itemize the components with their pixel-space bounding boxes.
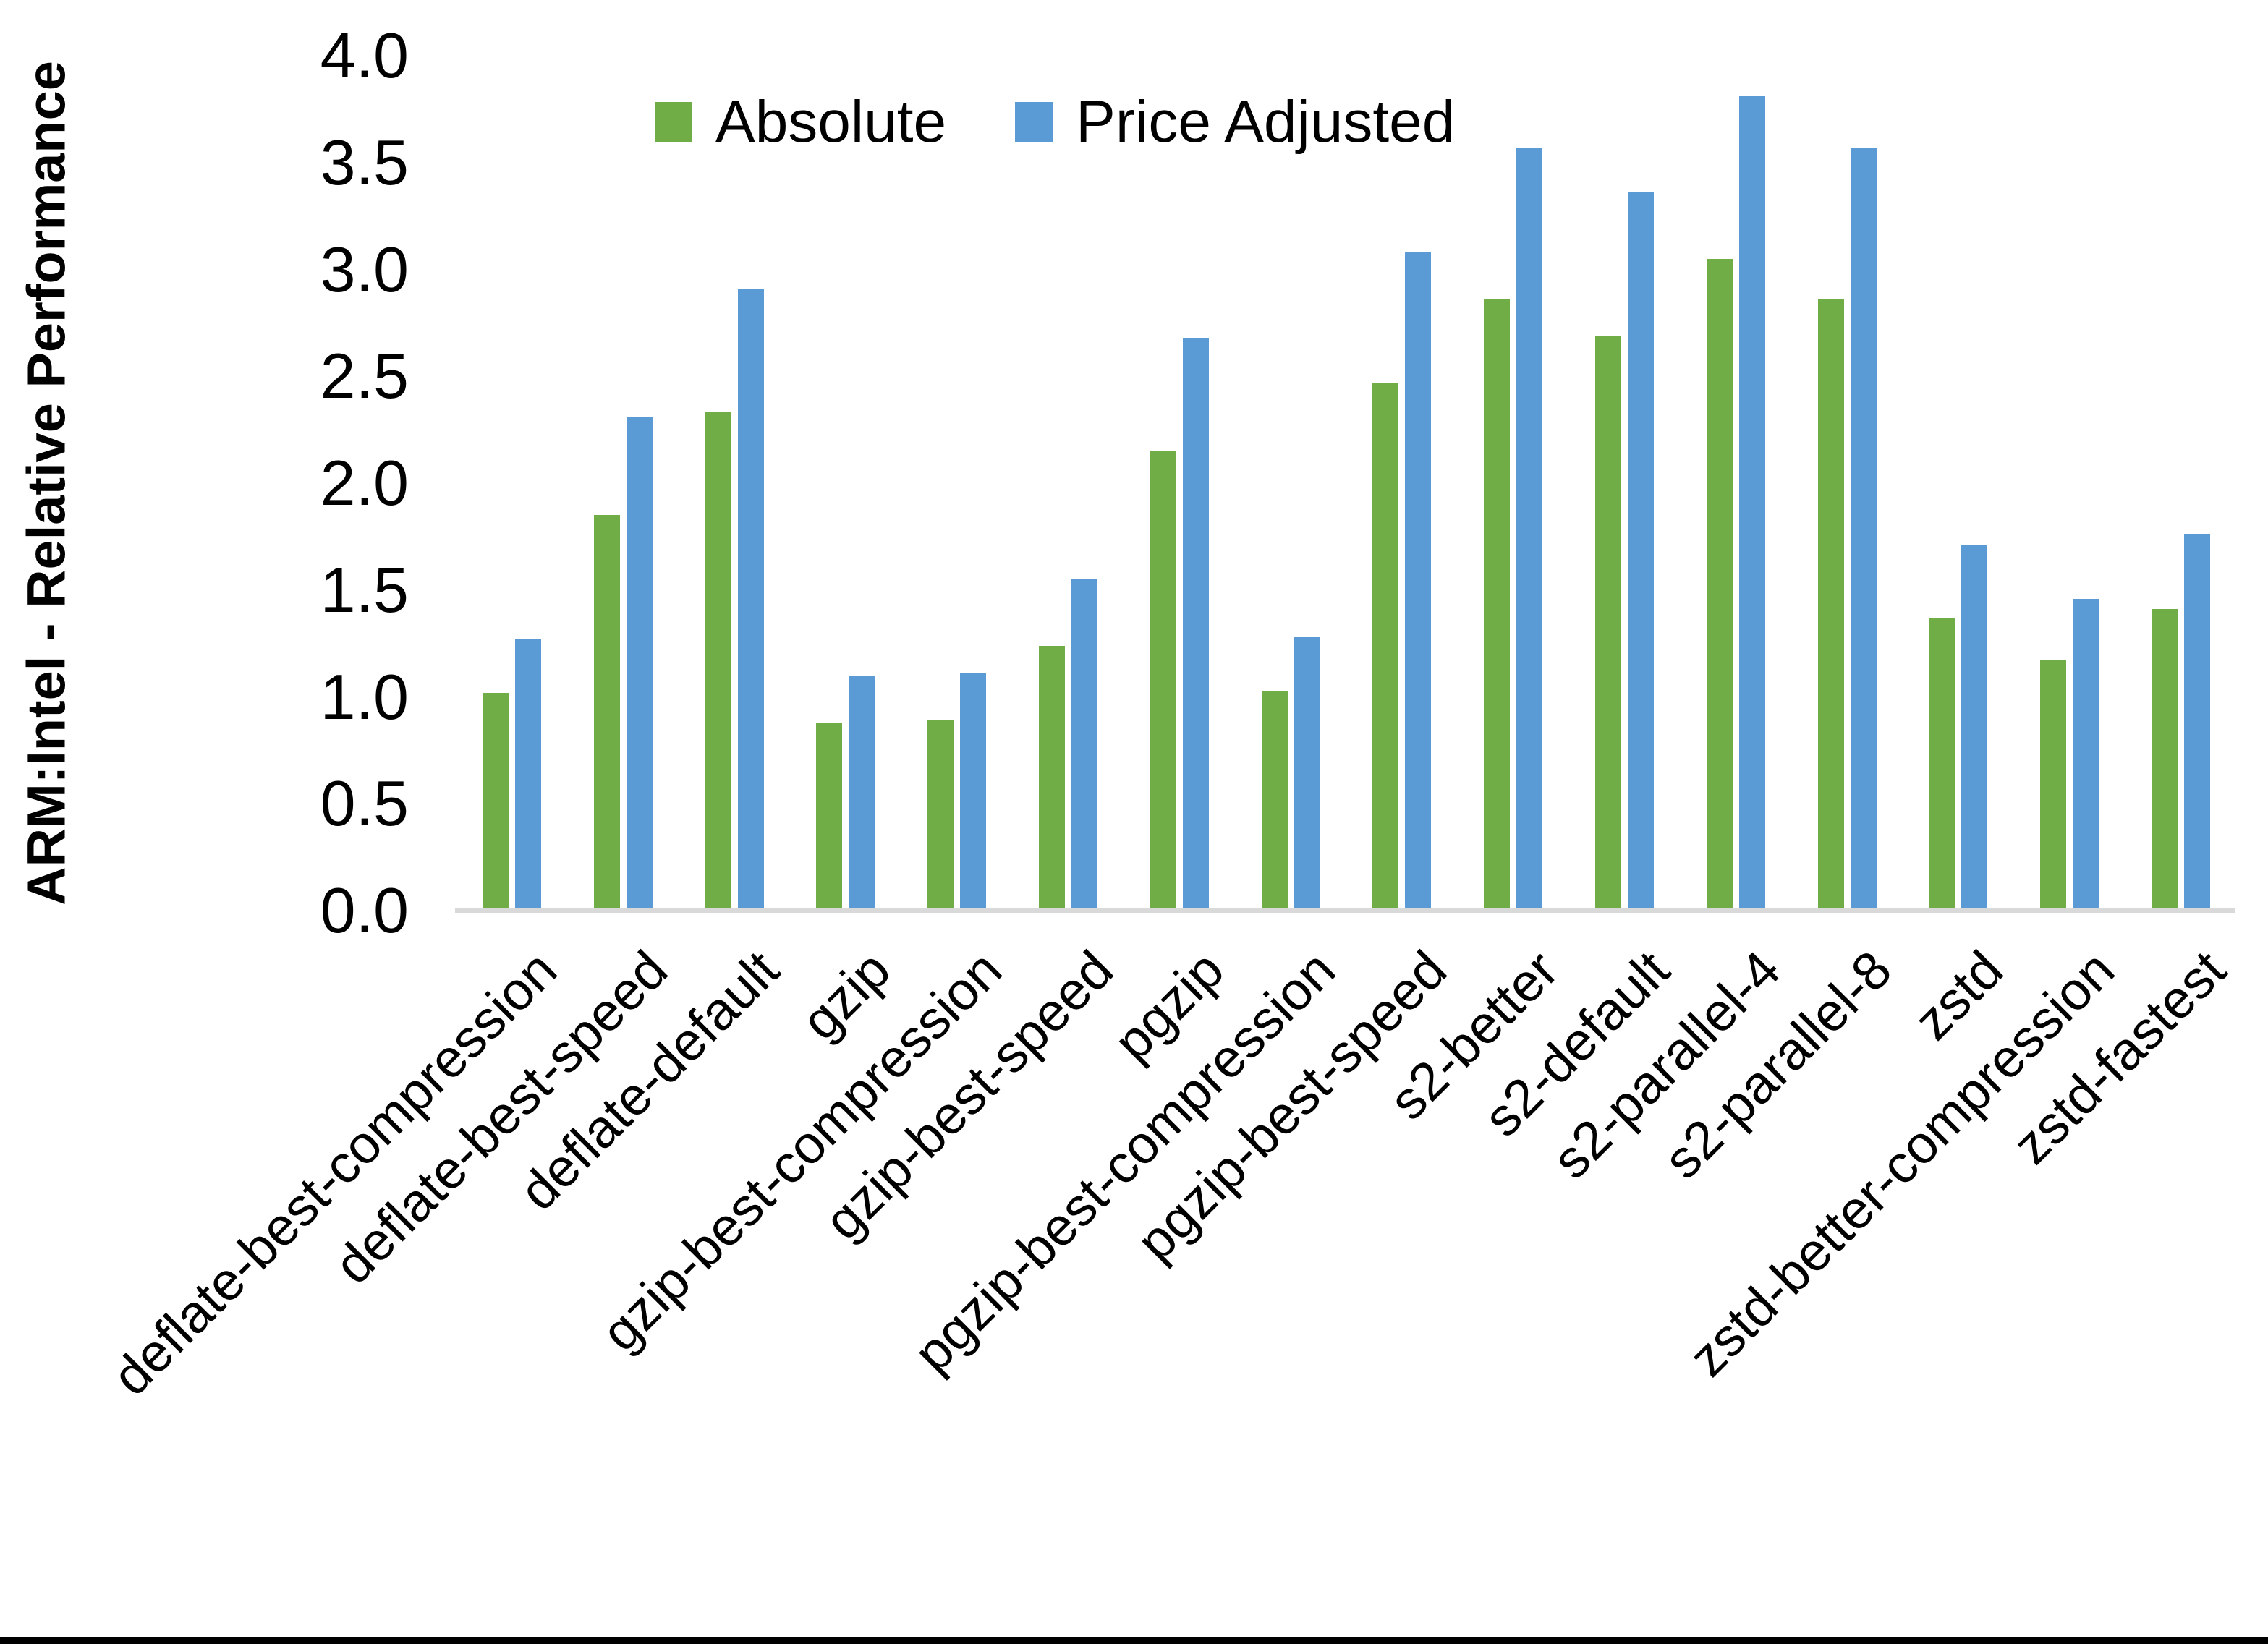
bar-price-adjusted-s2-parallel-8 [1851, 148, 1877, 911]
bar-price-adjusted-pgzip-best-speed [1405, 252, 1431, 911]
legend-swatch-absolute-icon [655, 102, 692, 142]
bar-price-adjusted-s2-better [1516, 148, 1542, 911]
bar-absolute-pgzip [1150, 451, 1176, 911]
bar-absolute-zstd-better-compression [2040, 660, 2066, 911]
window-bottom-edge [0, 1637, 2268, 1644]
y-tick-label-3.5: 3.5 [320, 126, 409, 198]
bar-absolute-s2-parallel-4 [1707, 259, 1733, 911]
bar-absolute-s2-better [1484, 299, 1510, 911]
legend: Absolute Price Adjusted [655, 88, 1455, 156]
bar-price-adjusted-zstd-fastest [2184, 534, 2210, 911]
bar-absolute-s2-parallel-8 [1818, 299, 1844, 911]
y-tick-label-1.5: 1.5 [320, 553, 409, 626]
bar-price-adjusted-gzip-best-compression [960, 673, 986, 911]
bar-price-adjusted-s2-parallel-4 [1739, 96, 1765, 911]
bar-absolute-pgzip-best-compression [1262, 691, 1288, 911]
y-tick-label-2.5: 2.5 [320, 340, 409, 412]
legend-item-price-adjusted: Price Adjusted [1015, 88, 1455, 156]
bar-absolute-gzip [816, 723, 842, 911]
bar-absolute-zstd [1929, 618, 1955, 911]
x-axis-baseline [455, 908, 2235, 913]
bar-price-adjusted-gzip [849, 676, 875, 911]
bar-absolute-deflate-default [705, 412, 731, 911]
bar-price-adjusted-zstd-better-compression [2073, 599, 2099, 911]
bar-price-adjusted-pgzip-best-compression [1294, 637, 1320, 911]
bar-price-adjusted-pgzip [1183, 338, 1209, 911]
bar-absolute-zstd-fastest [2152, 609, 2178, 911]
y-tick-label-2.0: 2.0 [320, 447, 409, 519]
bar-absolute-gzip-best-compression [927, 720, 954, 911]
bar-price-adjusted-gzip-best-speed [1071, 579, 1097, 911]
bar-price-adjusted-zstd [1961, 545, 1987, 911]
bar-price-adjusted-deflate-best-compression [515, 639, 541, 911]
y-tick-label-0.5: 0.5 [320, 767, 409, 840]
bar-absolute-deflate-best-compression [483, 693, 509, 911]
bar-absolute-s2-default [1595, 336, 1621, 911]
bar-price-adjusted-deflate-best-speed [627, 417, 653, 911]
bar-price-adjusted-s2-default [1628, 192, 1654, 911]
y-tick-label-0.0: 0.0 [320, 874, 409, 946]
legend-label-absolute: Absolute [715, 89, 947, 155]
y-tick-label-1.0: 1.0 [320, 660, 409, 733]
y-tick-label-4.0: 4.0 [320, 20, 409, 91]
legend-swatch-price-adjusted-icon [1015, 102, 1053, 142]
y-axis-title: ARM:Intel - Relative Performance [16, 61, 77, 906]
legend-label-price-adjusted: Price Adjusted [1076, 89, 1456, 155]
bar-absolute-gzip-best-speed [1039, 646, 1065, 911]
bar-absolute-pgzip-best-speed [1372, 383, 1398, 911]
bar-absolute-deflate-best-speed [594, 515, 620, 911]
bar-price-adjusted-deflate-default [738, 289, 764, 911]
y-tick-label-3.0: 3.0 [320, 233, 409, 305]
legend-item-absolute: Absolute [655, 88, 946, 156]
